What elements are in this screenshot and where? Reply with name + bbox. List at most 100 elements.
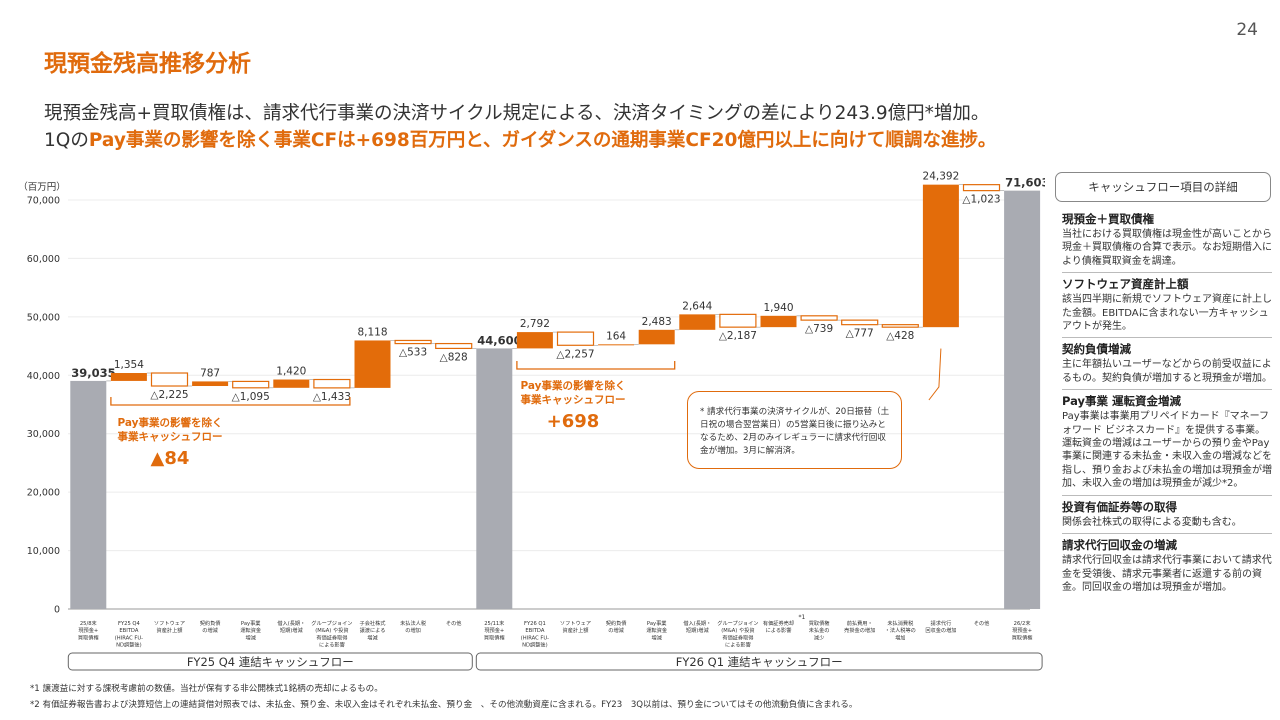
x-tick-label-line: 買取債権 (1012, 633, 1033, 641)
x-tick-label: 有価証券売却による影響 (763, 619, 794, 634)
callout-pointer (928, 348, 942, 401)
bar-decrease (800, 315, 838, 321)
bar-decrease (150, 372, 189, 387)
x-tick-label: その他 (974, 619, 990, 627)
y-tick-label: 60,000 (27, 254, 60, 265)
x-tick-label-line: 有価証券取得 (316, 633, 347, 641)
x-tick-label-line: 資産計上額 (157, 626, 183, 634)
bar-value-label: 2,644 (682, 300, 712, 312)
x-tick-label-line: 買取債権 (809, 619, 830, 627)
x-tick-label-line: グループジョイン (717, 619, 758, 627)
detail-heading: 投資有価証券等の取得 (1062, 499, 1177, 514)
bar-decrease (394, 339, 432, 345)
bar-value-label: △2,257 (556, 348, 594, 360)
x-tick-label: 借入(長期・短期)増減 (683, 619, 711, 634)
detail-heading: ソフトウェア資産計上額 (1062, 277, 1189, 292)
bar-increase (273, 379, 310, 388)
x-tick-label-line: EBITDA (119, 628, 138, 634)
detail-item: ソフトウェア資産計上額 該当四半期に新規でソフトウェア資産に計上した金額。EBI… (1062, 273, 1272, 339)
x-tick-label-line: 現預金+ (1012, 626, 1032, 634)
x-tick-label-line: 運転資金 (240, 626, 262, 634)
bar-value-label: 2,483 (642, 316, 672, 328)
detail-heading: 現預金＋買取債権 (1062, 212, 1154, 226)
x-tick-label-line: 売掛金の増加 (844, 626, 875, 634)
bracket-fy25 (110, 397, 351, 406)
x-tick-label-line: 買取債権 (78, 633, 99, 641)
x-tick-label-line: 回収金の増加 (925, 626, 956, 634)
x-tick-label: 子会社株式譲渡による増減 (360, 619, 387, 641)
detail-item: 請求代行回収金の増減 請求代行回収金は請求代行事業において請求代金を受領後、請求… (1062, 534, 1272, 598)
bar-decrease (962, 184, 1001, 192)
x-tick-label-line: グループジョイン (311, 619, 352, 627)
x-tick-label-line: 有価証券売却 (763, 619, 794, 627)
bar-value-label: 1,420 (276, 366, 306, 378)
detail-body: 当社における買取債権は現金性が高いことから現金＋買取債権の合算で表示。なお短期借… (1062, 229, 1272, 267)
bar-increase (598, 344, 635, 346)
page-number: 24 (1236, 20, 1258, 40)
group-label: FY26 Q1 連結キャッシュフロー (676, 655, 843, 669)
x-tick-label-line: 減少 (814, 633, 824, 641)
bar-value-label: △828 (440, 351, 468, 363)
bar-increase (760, 315, 797, 328)
bar-value-label: 71,603 (1005, 176, 1045, 190)
x-tick-label-line: による影響 (766, 626, 792, 634)
bar-value-label: 787 (200, 367, 220, 379)
x-tick-label-line: 借入(長期・ (277, 619, 305, 627)
bar-increase (638, 329, 675, 345)
x-tick-label-line: 有価証券取得 (722, 633, 753, 641)
bar-decrease (232, 380, 270, 389)
y-axis-unit: （百万円） (18, 181, 66, 193)
bar-value-label: △1,023 (962, 194, 1000, 206)
x-tick-label-line: 資産計上額 (563, 626, 589, 634)
x-tick-label: その他 (446, 619, 462, 627)
x-tick-label-line: 前払費用・ (847, 619, 873, 627)
x-tick-label-line: Pay事業 (241, 619, 261, 627)
x-tick-label-line: ソフトウェア (560, 619, 591, 627)
x-tick-label: 前払費用・売掛金の増加 (844, 619, 875, 634)
x-tick-label-line: の増加 (405, 626, 421, 634)
x-tick-label-line: 契約負債 (606, 619, 627, 627)
bar-value-label: 2,792 (520, 318, 550, 330)
x-tick-label-line: 借入(長期・ (683, 619, 711, 627)
x-tick-label-line: 未払金の (809, 626, 830, 634)
x-tick-label-line: ・法人税等の (885, 626, 916, 634)
page-subtitle: 現預金残高+買取債権は、請求代行事業の決済サイクル規定による、決済タイミングの差… (44, 100, 996, 154)
bar-value-label: △1,433 (313, 391, 351, 403)
subtitle-line-2-prefix: 1Qの (44, 130, 89, 151)
detail-body: 主に年額払いユーザーなどからの前受収益によるもの。契約負債が増加すると現預金が増… (1062, 359, 1272, 384)
detail-heading: 契約負債増減 (1062, 342, 1131, 357)
bar-decrease (841, 319, 879, 326)
x-tick-label-line: 短期)増減 (686, 626, 710, 634)
x-tick-label-line: の増減 (202, 626, 218, 634)
bar-value-label: △428 (886, 330, 914, 342)
x-tick-label-line: 26/2末 (1014, 619, 1032, 627)
group-box (475, 652, 1043, 671)
group-box (67, 652, 473, 671)
x-tick-label-line: の増減 (608, 626, 624, 634)
bar-value-label: △2,225 (150, 389, 188, 401)
x-tick-label-line: 運転資金 (646, 626, 668, 634)
detail-body: Pay事業は事業用プリペイドカード『マネーフォワード ビジネスカード』を提供する… (1062, 411, 1272, 490)
detail-heading: Pay事業 運転資金増減 (1062, 394, 1182, 409)
detail-item: 契約負債増減 主に年額払いユーザーなどからの前受収益によるもの。契約負債が増加す… (1062, 338, 1272, 391)
x-tick-label: FY26 Q1 EBITDA (HIRAC FU-ND調整後) (521, 621, 549, 649)
y-tick-label: 20,000 (27, 488, 60, 499)
detail-body: 請求代行回収金は請求代行事業において請求代金を受領後、請求元事業者に返還する前の… (1062, 555, 1272, 593)
bar-value-label: △739 (805, 323, 833, 335)
bar-value-label: 24,392 (923, 171, 960, 183)
y-tick-label: 50,000 (27, 312, 60, 323)
bracket-text-2: 事業キャッシュフロー (520, 394, 626, 406)
bar-total (1004, 190, 1041, 609)
x-tick-label-line: 増減 (246, 633, 257, 641)
bar-value-label: 164 (606, 330, 626, 342)
x-tick-label: 契約負債の増減 (200, 619, 221, 634)
x-tick-label-line: EBITDA (525, 628, 544, 634)
bar-increase (922, 184, 959, 328)
bar-decrease (881, 324, 919, 328)
detail-heading: 請求代行回収金の増減 (1062, 538, 1177, 553)
x-tick-label-line: 増加 (895, 633, 905, 641)
y-tick-label: 70,000 (27, 196, 60, 207)
details-header: キャッシュフロー項目の詳細 (1055, 172, 1271, 202)
bracket-label-fy26: Pay事業の影響を除く 事業キャッシュフロー +698 (503, 379, 643, 432)
bar-decrease (435, 342, 473, 350)
